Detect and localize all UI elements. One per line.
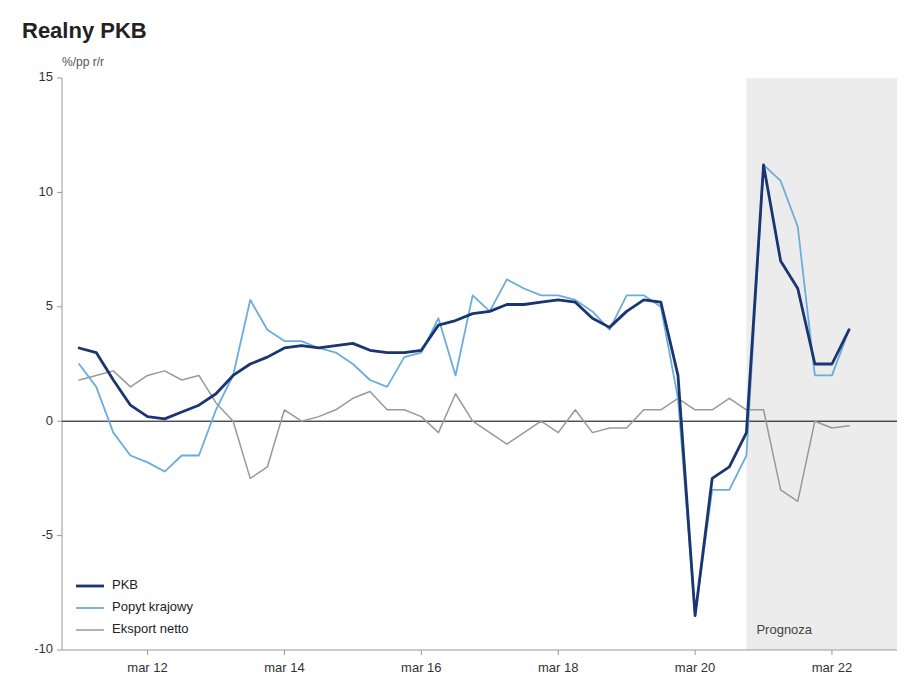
x-tick-label: mar 22 — [812, 660, 852, 675]
legend-label: PKB — [112, 577, 138, 592]
x-axis-line — [62, 650, 897, 651]
zero-line — [62, 421, 897, 422]
y-tick-label: 10 — [39, 184, 53, 199]
x-axis: mar 12 mar 14 mar 16 mar 18 mar 20 mar 22 — [62, 650, 897, 675]
y-tick — [57, 306, 62, 307]
lines — [79, 165, 849, 616]
y-axis: -10 -5 0 5 10 15 — [34, 69, 62, 656]
x-tick-label: mar 14 — [264, 660, 304, 675]
y-axis-line — [62, 78, 63, 650]
y-tick-label: -5 — [41, 527, 53, 542]
y-tick-label: 15 — [39, 69, 53, 84]
y-tick — [57, 421, 62, 422]
x-tick-label: mar 16 — [401, 660, 441, 675]
legend: PKB Popyt krajowy Eksport netto — [76, 577, 193, 636]
legend-swatch — [76, 629, 104, 631]
y-tick-label: -10 — [34, 641, 53, 656]
legend-label: Eksport netto — [112, 621, 189, 636]
x-tick — [284, 650, 285, 655]
series-line — [79, 165, 849, 616]
legend-swatch — [76, 585, 104, 588]
x-tick-label: mar 20 — [675, 660, 715, 675]
legend-swatch — [76, 607, 104, 609]
y-tick — [57, 78, 62, 79]
y-tick — [57, 192, 62, 193]
chart: Realny PKB%/pp r/r-10-5051015mar 12mar 1… — [0, 0, 919, 698]
title: Realny PKB — [22, 18, 147, 43]
x-tick — [831, 650, 832, 655]
x-tick — [695, 650, 696, 655]
y-tick-label: 0 — [46, 413, 53, 428]
x-tick — [558, 650, 559, 655]
x-tick — [147, 650, 148, 655]
x-tick-label: mar 12 — [127, 660, 167, 675]
y-tick-label: 5 — [46, 298, 53, 313]
legend-label: Popyt krajowy — [112, 599, 193, 614]
series-line — [79, 165, 849, 616]
x-tick — [421, 650, 422, 655]
forecast-label: Prognoza — [756, 622, 812, 637]
x-tick-label: mar 18 — [538, 660, 578, 675]
y-tick — [57, 650, 62, 651]
y-tick — [57, 535, 62, 536]
y-axis-label: %/pp r/r — [62, 55, 104, 69]
